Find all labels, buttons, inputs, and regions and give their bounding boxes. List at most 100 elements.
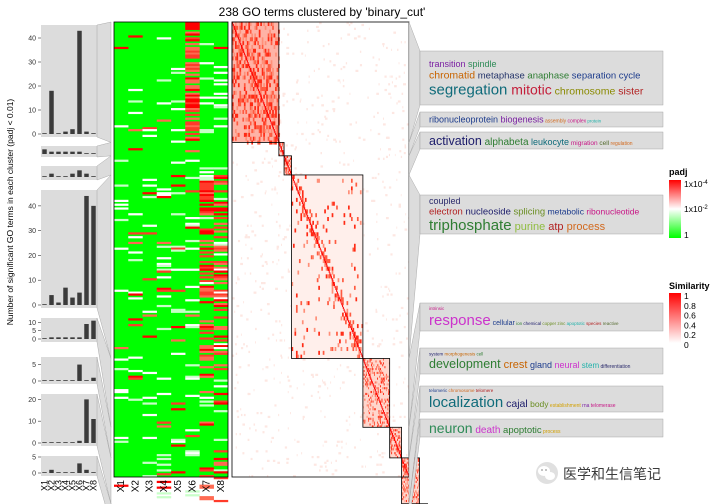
similarity-cell bbox=[271, 436, 275, 440]
similarity-cell bbox=[269, 71, 271, 76]
padj-cell bbox=[213, 253, 229, 256]
similarity-cell bbox=[381, 412, 383, 415]
similarity-cell bbox=[345, 339, 347, 344]
similarity-cell bbox=[336, 52, 339, 55]
similarity-cell bbox=[254, 60, 256, 65]
similarity-cell bbox=[368, 381, 370, 384]
similarity-cell bbox=[255, 60, 258, 65]
padj-cell bbox=[213, 241, 229, 245]
similarity-diagonal-cell bbox=[382, 410, 385, 413]
similarity-cell bbox=[374, 394, 376, 397]
padj-cell bbox=[199, 188, 214, 191]
similarity-cell bbox=[276, 132, 279, 137]
wordcloud-line: telomeric chromosome telomere bbox=[429, 388, 494, 393]
similarity-cell bbox=[315, 373, 319, 376]
similarity-cell bbox=[346, 347, 349, 352]
similarity-cell bbox=[327, 358, 330, 361]
wordcloud-line: activation alphabeta leukocyte migration… bbox=[429, 134, 633, 148]
wordcloud-word: chemical bbox=[522, 321, 541, 326]
similarity-cell bbox=[273, 44, 276, 49]
y-tick-label: 20 bbox=[28, 253, 36, 260]
padj-cell bbox=[199, 486, 214, 489]
similarity-diagonal-cell bbox=[342, 306, 344, 310]
similarity-cell bbox=[327, 134, 330, 138]
similarity-cell bbox=[385, 318, 387, 321]
similarity-cell bbox=[355, 69, 359, 73]
padj-cell bbox=[185, 226, 200, 229]
padj-cell bbox=[199, 423, 214, 426]
similarity-cell bbox=[273, 113, 276, 118]
padj-cell bbox=[185, 50, 200, 53]
bar bbox=[70, 173, 75, 177]
similarity-cell bbox=[375, 394, 377, 397]
y-tick-label: 10 bbox=[28, 108, 36, 115]
similarity-cell bbox=[239, 98, 242, 103]
padj-cell bbox=[171, 339, 186, 342]
similarity-cell bbox=[243, 98, 246, 103]
similarity-diagonal-cell bbox=[242, 48, 244, 51]
similarity-cell bbox=[267, 125, 270, 130]
padj-cell bbox=[156, 480, 172, 484]
similarity-cell bbox=[376, 381, 378, 384]
similarity-cell bbox=[233, 117, 236, 122]
similarity-cell bbox=[336, 368, 338, 371]
bar bbox=[91, 320, 96, 339]
similarity-cell bbox=[378, 383, 380, 386]
similarity-cell bbox=[379, 463, 383, 466]
similarity-cell bbox=[287, 161, 289, 164]
similarity-cell bbox=[366, 329, 369, 333]
padj-cell bbox=[199, 203, 214, 206]
wordcloud-word: spindle bbox=[466, 59, 497, 69]
similarity-cell bbox=[322, 243, 325, 248]
similarity-cell bbox=[319, 396, 321, 399]
similarity-diagonal-cell bbox=[380, 404, 382, 407]
similarity-cell bbox=[261, 161, 265, 164]
similarity-cell bbox=[275, 339, 278, 342]
similarity-cell bbox=[251, 102, 254, 107]
similarity-cell bbox=[276, 87, 279, 92]
similarity-cell bbox=[242, 109, 245, 114]
similarity-cell bbox=[369, 358, 371, 361]
similarity-diagonal-cell bbox=[331, 278, 333, 281]
similarity-cell bbox=[253, 423, 256, 426]
bar bbox=[49, 337, 54, 339]
similarity-cell bbox=[401, 477, 403, 480]
similarity-cell bbox=[378, 83, 380, 86]
similarity-cell bbox=[266, 366, 269, 369]
similarity-cell bbox=[290, 412, 291, 415]
similarity-cell bbox=[392, 419, 396, 422]
padj-cell bbox=[142, 278, 157, 281]
wordcloud-line: localization cajal body establishment rn… bbox=[429, 394, 616, 411]
similarity-diagonal-cell bbox=[402, 459, 404, 463]
padj-cell bbox=[142, 371, 157, 375]
similarity-cell bbox=[318, 178, 320, 183]
similarity-cell bbox=[388, 392, 390, 395]
similarity-cell bbox=[376, 92, 379, 95]
barplot-connector bbox=[96, 155, 112, 181]
similarity-cell bbox=[361, 324, 364, 329]
padj-cell bbox=[185, 310, 200, 313]
similarity-cell bbox=[242, 94, 245, 99]
similarity-cell bbox=[335, 459, 337, 463]
similarity-cell bbox=[284, 163, 286, 166]
similarity-cell bbox=[267, 102, 270, 107]
wordcloud-word: triphosphate bbox=[429, 217, 512, 234]
similarity-cell bbox=[254, 109, 256, 114]
similarity-cell bbox=[373, 392, 375, 395]
similarity-cell bbox=[369, 423, 371, 426]
similarity-cell bbox=[368, 368, 370, 371]
similarity-diagonal-cell bbox=[325, 262, 327, 266]
padj-cell bbox=[128, 213, 143, 216]
similarity-cell bbox=[324, 209, 326, 214]
similarity-cell bbox=[336, 444, 338, 447]
similarity-cell bbox=[372, 408, 374, 411]
similarity-cell bbox=[402, 465, 404, 468]
similarity-cell bbox=[340, 331, 343, 336]
similarity-diagonal-cell bbox=[292, 178, 295, 181]
similarity-cell bbox=[374, 176, 377, 180]
similarity-cell bbox=[401, 127, 404, 130]
similarity-cell bbox=[388, 383, 390, 386]
similarity-cell bbox=[403, 83, 407, 86]
similarity-diagonal-cell bbox=[324, 260, 327, 264]
